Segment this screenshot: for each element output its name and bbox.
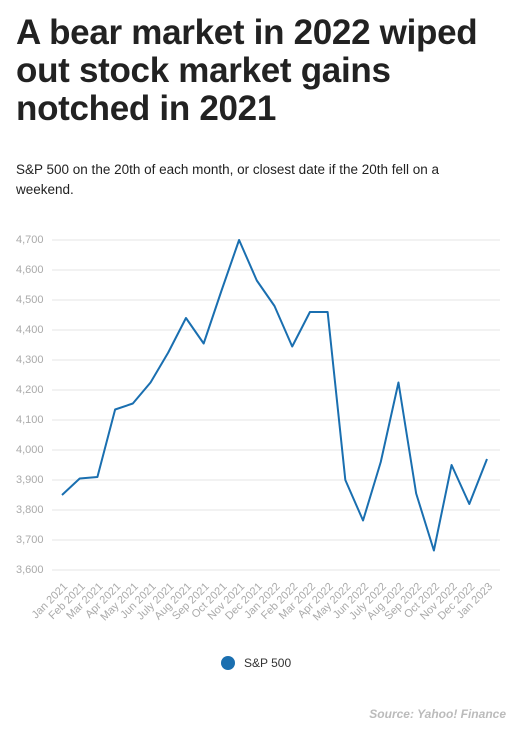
- y-tick-label: 4,400: [16, 324, 44, 336]
- y-tick-label: 4,300: [16, 354, 44, 366]
- y-tick-label: 4,700: [16, 234, 44, 246]
- y-tick-label: 3,900: [16, 474, 44, 486]
- y-tick-label: 4,000: [16, 444, 44, 456]
- y-tick-label: 4,500: [16, 294, 44, 306]
- y-tick-label: 4,100: [16, 414, 44, 426]
- data-line: [61, 239, 488, 552]
- legend-label: S&P 500: [244, 656, 291, 670]
- y-tick-label: 3,700: [16, 534, 44, 546]
- legend-marker: [221, 656, 235, 670]
- y-tick-label: 3,600: [16, 564, 44, 576]
- y-tick-label: 4,200: [16, 384, 44, 396]
- chart-title: A bear market in 2022 wiped out stock ma…: [16, 13, 478, 128]
- y-tick-label: 3,800: [16, 504, 44, 516]
- chart-subtitle: S&P 500 on the 20th of each month, or cl…: [16, 162, 440, 197]
- y-tick-label: 4,600: [16, 264, 44, 276]
- source: Source: Yahoo! Finance: [369, 707, 506, 721]
